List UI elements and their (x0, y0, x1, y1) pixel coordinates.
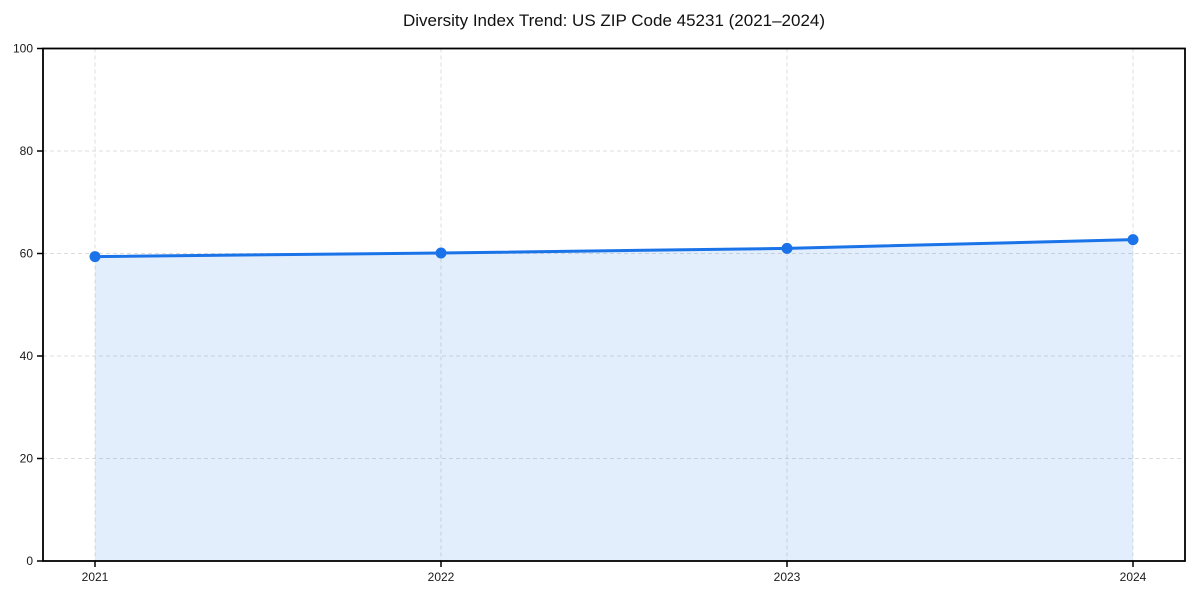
data-point-2022 (435, 247, 447, 259)
y-tick-label: 40 (20, 349, 34, 363)
y-tick-label: 0 (26, 554, 33, 568)
plot-frame (42, 47, 1186, 562)
data-point-2021 (89, 251, 101, 263)
y-tick-label: 20 (20, 452, 34, 466)
x-tick-label: 2024 (1120, 570, 1147, 584)
y-tick-label: 100 (13, 42, 33, 56)
trend-line (93, 238, 1135, 259)
data-point-2024 (1127, 234, 1139, 246)
chart-title: Diversity Index Trend: US ZIP Code 45231… (402, 11, 826, 30)
x-tick-label: 2022 (428, 570, 455, 584)
x-tick-label: 2021 (82, 570, 109, 584)
x-tick-label: 2023 (774, 570, 801, 584)
y-tick-label: 80 (20, 144, 34, 158)
data-point-2023 (781, 242, 793, 254)
area-fill (95, 239, 1133, 561)
y-tick-label: 60 (20, 247, 34, 261)
